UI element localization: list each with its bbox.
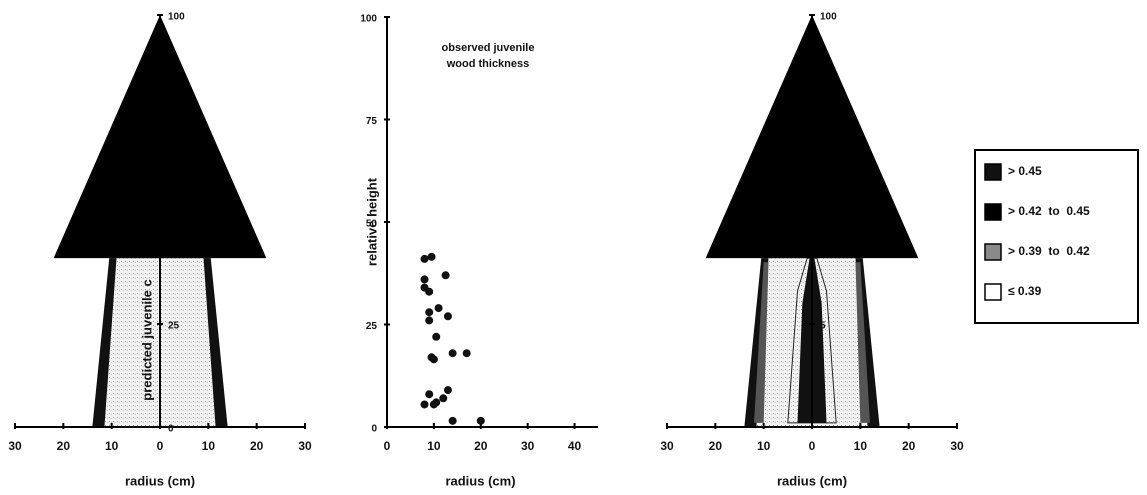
point: [425, 390, 434, 399]
legend-label: > 0.45: [1008, 164, 1042, 178]
y-tick-label: 100: [168, 12, 185, 23]
legend-box: [974, 149, 1139, 324]
x-tick-label: 10: [854, 439, 868, 453]
x-tick-label: 20: [250, 439, 264, 453]
x-tick-label: 30: [521, 439, 535, 453]
x-tick-label: 10: [427, 439, 441, 453]
x-tick-label: 0: [809, 439, 816, 453]
x-tick-label: 0: [157, 439, 164, 453]
annotation: observed juvenile: [442, 42, 535, 54]
y-axis-label: predicted juvenile c: [139, 279, 154, 400]
point: [476, 416, 485, 425]
point: [439, 394, 448, 403]
y-tick-label: 25: [366, 321, 378, 332]
point: [448, 416, 457, 425]
legend-label: > 0.42 to 0.45: [1008, 204, 1090, 218]
x-tick-label: 0: [384, 439, 391, 453]
point: [441, 271, 450, 280]
ring-outer: [855, 262, 870, 423]
y-tick-label: 100: [820, 12, 837, 23]
point: [425, 287, 434, 296]
legend-swatch: [984, 283, 1002, 301]
point: [434, 304, 443, 313]
y-tick-label: 100: [360, 14, 377, 25]
x-axis-label: radius (cm): [125, 473, 195, 488]
x-tick-label: 20: [474, 439, 488, 453]
x-axis-label: radius (cm): [777, 473, 847, 488]
x-tick-label: 30: [8, 439, 22, 453]
x-tick-label: 30: [950, 439, 964, 453]
point: [425, 316, 434, 325]
legend-label: > 0.39 to 0.42: [1008, 244, 1090, 258]
legend-swatch: [984, 163, 1002, 181]
point: [427, 252, 436, 261]
y-tick-label: 25: [168, 321, 180, 332]
annotation: wood thickness: [446, 58, 530, 70]
x-tick-label: 20: [902, 439, 916, 453]
point: [432, 332, 441, 341]
x-tick-label: 30: [660, 439, 674, 453]
x-tick-label: 20: [709, 439, 723, 453]
legend-label: ≤ 0.39: [1008, 284, 1042, 298]
point: [462, 349, 471, 358]
point: [443, 386, 452, 395]
point: [425, 308, 434, 317]
y-tick-label: 50: [366, 219, 378, 230]
y-tick-label: 75: [366, 116, 378, 127]
y-axis-label: relative height: [364, 177, 379, 266]
x-axis-label: radius (cm): [445, 473, 515, 488]
y-tick-label: 0: [168, 424, 174, 435]
x-tick-label: 10: [105, 439, 119, 453]
x-tick-label: 20: [57, 439, 71, 453]
x-tick-label: 30: [298, 439, 312, 453]
x-tick-label: 10: [202, 439, 216, 453]
legend-swatch: [984, 243, 1002, 261]
point: [443, 312, 452, 321]
point: [420, 400, 429, 409]
x-tick-label: 10: [757, 439, 771, 453]
y-tick-label: 5: [820, 321, 826, 332]
x-tick-label: 40: [568, 439, 582, 453]
point: [429, 400, 438, 409]
point: [448, 349, 457, 358]
legend-swatch: [984, 203, 1002, 221]
ring-outer: [754, 262, 769, 423]
point: [429, 355, 438, 364]
y-tick-label: 0: [371, 424, 377, 435]
point: [420, 254, 429, 263]
point: [420, 275, 429, 284]
